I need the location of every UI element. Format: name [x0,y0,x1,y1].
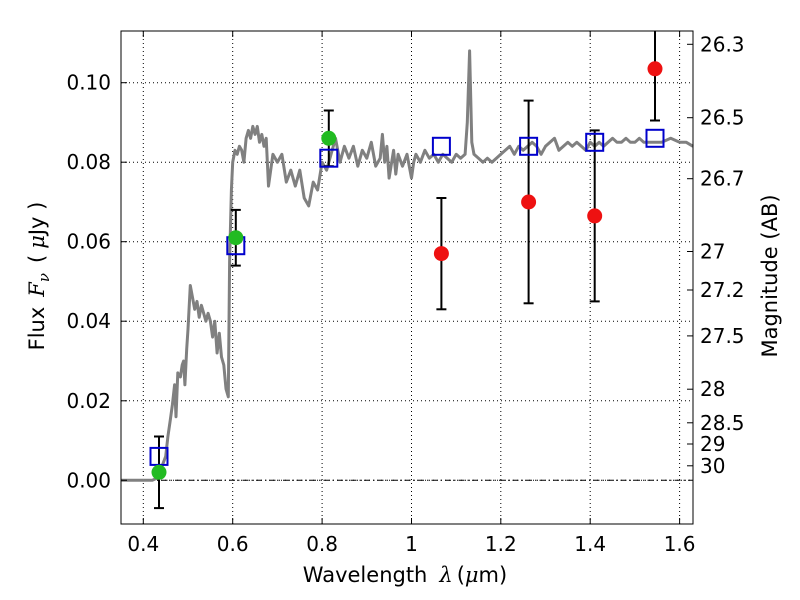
y-axis-label: FluxFν(μJy ) [25,202,53,351]
red-data-point [647,61,663,77]
y2-tick-label: 29 [700,432,725,456]
photometry-circle-markers [151,61,663,480]
x-axis-label: Wavelength λ (μm) [303,563,507,587]
green-data-point [321,130,337,146]
y-tick-label: 0.06 [66,230,111,254]
y-tick-label: 0.04 [66,309,111,333]
model-square-marker [585,132,605,152]
red-data-point [587,208,603,224]
green-data-point [228,230,244,246]
y2-tick-label: 26.7 [700,167,745,191]
x-tick-label: 1.6 [664,532,696,556]
red-data-point [521,194,537,210]
y2-tick-label: 28.5 [700,411,745,435]
y-tick-label: 0.02 [66,389,111,413]
green-data-point [151,464,167,480]
model-square-marker [319,148,339,168]
x-tick-label: 0.8 [306,532,338,556]
model-square-marker [431,136,451,156]
y2-tick-label: 26.5 [700,106,745,130]
y-tick-label: 0.00 [66,468,111,492]
y2-tick-label: 30 [700,454,725,478]
red-data-point [433,246,449,262]
x-tick-label: 0.4 [127,532,159,556]
y2-tick-label: 27.5 [700,324,745,348]
y2-tick-label: 27 [700,240,725,264]
model-square-marker [519,136,539,156]
x-tick-label: 0.6 [217,532,249,556]
y2-axis-label: Magnitude (AB) [758,194,782,357]
model-square-markers [149,128,665,466]
y2-tick-label: 27.2 [700,278,745,302]
x-tick-label: 1.2 [485,532,517,556]
axis-ticks [121,31,693,524]
y2-tick-label: 26.3 [700,32,745,56]
x-tick-label: 1.4 [574,532,606,556]
model-square-marker [645,128,665,148]
spectrum-line [121,49,694,482]
plot-frame [120,30,694,525]
x-tick-label: 1 [405,532,418,556]
y2-tick-label: 28 [700,377,725,401]
y-tick-label: 0.08 [66,150,111,174]
y-tick-label: 0.10 [66,71,111,95]
